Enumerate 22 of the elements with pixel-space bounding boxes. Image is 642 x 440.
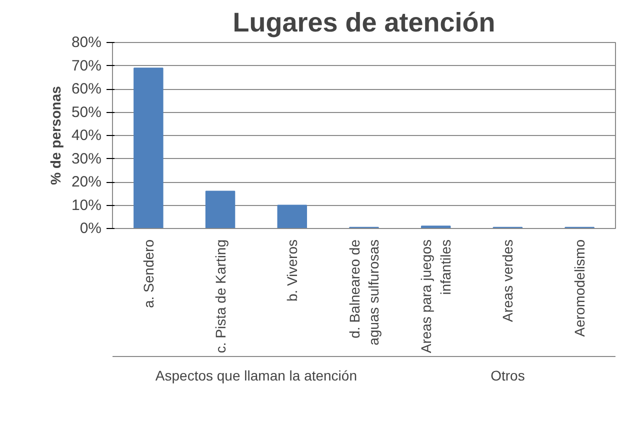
y-tick-label: 60% xyxy=(71,80,102,98)
text: Aspectos que llaman la atención xyxy=(155,368,358,384)
x-tick-label: b. Viveros xyxy=(284,239,300,302)
y-tick-label: 80% xyxy=(71,34,102,51)
x-tick-label: Areas verdes xyxy=(500,240,516,322)
bar xyxy=(205,190,236,228)
y-tick-label: 20% xyxy=(71,174,102,190)
y-tick-label: 10% xyxy=(71,196,102,214)
y-tick-label: 50% xyxy=(71,104,102,121)
y-axis-title: % de personas xyxy=(47,86,64,185)
text: Otros xyxy=(490,368,525,384)
x-tick-label: c. Pista de Karting xyxy=(212,239,228,354)
bar xyxy=(134,68,164,228)
chart-title: Lugares de atención xyxy=(232,8,496,38)
x-tick-label: Aeromodelismo xyxy=(572,239,588,337)
x-tick-label: Areas para juegos infantiles xyxy=(418,239,454,354)
y-tick-label: 0% xyxy=(80,220,102,237)
x-tick-label: a. Sendero xyxy=(140,239,156,308)
bar xyxy=(277,204,308,228)
y-tick-label: 30% xyxy=(71,150,102,168)
y-tick-label: 40% xyxy=(71,127,102,144)
y-tick-label: 70% xyxy=(71,57,102,74)
